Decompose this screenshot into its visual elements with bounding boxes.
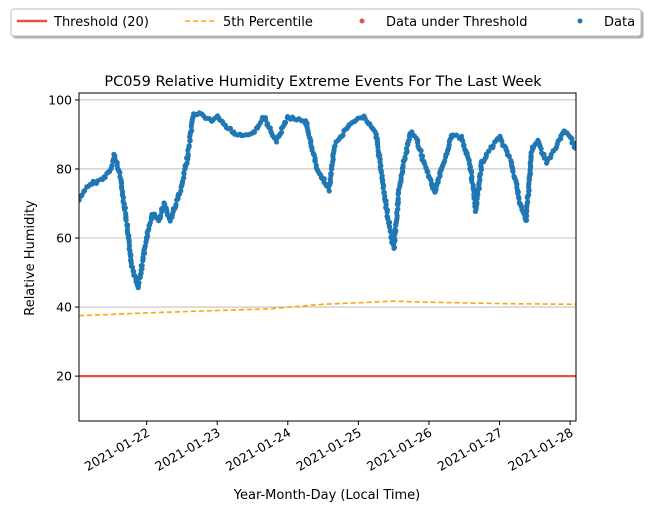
data-point [460, 138, 466, 144]
data-point [499, 138, 505, 144]
data-point [392, 226, 398, 232]
legend: Threshold (20) 5th Percentile Data under… [10, 8, 642, 37]
y-tick-label: 100 [48, 92, 72, 107]
legend-under-threshold-marker [359, 18, 365, 24]
x-tick-label: 2021-01-27 [435, 425, 505, 474]
x-axis-label: Year-Month-Day (Local Time) [233, 488, 420, 503]
data-point [425, 169, 431, 175]
plot-frame [78, 92, 577, 422]
data-point [526, 192, 532, 198]
x-tick-label: 2021-01-24 [223, 425, 293, 474]
data-point [394, 207, 400, 213]
y-tick-label: 80 [56, 161, 72, 176]
data-points [79, 110, 576, 291]
legend-percentile-label: 5th Percentile [223, 15, 313, 30]
data-point [442, 158, 448, 164]
data-point [477, 171, 483, 177]
legend-box [10, 8, 642, 37]
x-tick-label: 2021-01-25 [293, 425, 363, 474]
data-point [251, 129, 258, 135]
data-point [375, 144, 381, 150]
legend-data-marker [577, 18, 583, 24]
data-point [569, 136, 575, 142]
x-tick-label: 2021-01-28 [505, 425, 575, 474]
plot-area [79, 110, 576, 378]
data-point [392, 235, 398, 241]
data-point [278, 129, 285, 136]
data-point [383, 198, 389, 204]
legend-data-label: Data [604, 15, 635, 30]
data-point [391, 244, 397, 250]
y-axis-label: Relative Humidity [23, 200, 38, 316]
data-point [473, 206, 479, 212]
data-point [388, 229, 394, 235]
data-point [340, 132, 346, 138]
data-point [570, 140, 576, 146]
data-point [123, 217, 129, 223]
data-point [486, 148, 492, 154]
data-point [140, 254, 146, 261]
x-axis: 2021-01-22 2021-01-23 2021-01-24 2021-01-25… [82, 421, 576, 474]
percentile-line-group [79, 300, 576, 317]
data-point [541, 151, 547, 157]
data-point [538, 146, 544, 152]
data-point [468, 169, 475, 176]
data-point [122, 207, 128, 213]
data-point [490, 143, 496, 149]
y-tick-label: 60 [56, 231, 72, 246]
data-point [283, 119, 289, 126]
data-point [185, 151, 191, 157]
data-point [510, 168, 516, 175]
x-tick-label: 2021-01-26 [364, 425, 434, 474]
legend-threshold-label: Threshold (20) [53, 15, 149, 30]
data-point [136, 280, 142, 286]
data-point [516, 195, 522, 201]
data-point [157, 213, 164, 219]
data-point [178, 188, 184, 194]
data-point [139, 262, 145, 269]
data-point [321, 176, 327, 182]
data-point [273, 139, 280, 145]
data-point [474, 200, 480, 206]
y-tick-label: 20 [56, 369, 72, 384]
x-tick-label: 2021-01-23 [152, 425, 222, 474]
data-point [102, 174, 108, 180]
data-point [395, 196, 401, 202]
data-point [326, 188, 332, 194]
data-point [525, 199, 531, 205]
data-point [381, 189, 387, 195]
x-tick-label: 2021-01-22 [82, 425, 152, 474]
data-point [433, 187, 439, 193]
data-point [523, 213, 529, 219]
data-point [400, 162, 406, 169]
data-point [573, 145, 576, 151]
data-point [524, 217, 530, 223]
legend-under-threshold-label: Data under Threshold [386, 15, 527, 30]
data-point [506, 154, 512, 160]
data-point [117, 170, 123, 176]
data-point [331, 147, 337, 154]
data-point [186, 143, 192, 149]
data-point [109, 163, 115, 169]
data-point [387, 219, 393, 225]
data-point [173, 202, 179, 208]
data-point [328, 171, 334, 177]
data-point [461, 142, 467, 148]
data-point [120, 194, 126, 201]
data-point [189, 127, 195, 133]
chart-title: PC059 Relative Humidity Extreme Events F… [104, 74, 542, 90]
data-point [380, 185, 386, 191]
data-point [418, 148, 424, 154]
data-point [332, 143, 338, 149]
data-point [402, 154, 408, 160]
y-axis: 20 40 60 80 100 [48, 92, 79, 384]
data-point [384, 209, 390, 215]
y-tick-label: 40 [56, 300, 72, 315]
data-point [184, 160, 190, 166]
percentile-line [79, 300, 576, 317]
data-point [181, 175, 187, 181]
data-point [124, 224, 130, 230]
